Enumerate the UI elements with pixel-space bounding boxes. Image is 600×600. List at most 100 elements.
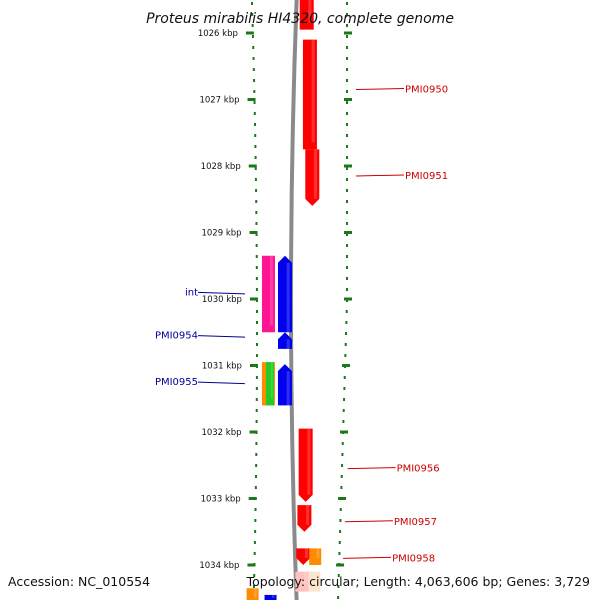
track-guide-dot [255, 288, 258, 291]
gene-leader-line [197, 335, 246, 338]
fwd-kbp-tick-mark [342, 364, 351, 367]
gene-label-text: PMI0950 [405, 85, 448, 96]
PMI0958-feature[interactable] [296, 548, 311, 565]
track-guide-dot [252, 46, 255, 49]
track-guide-dot [340, 475, 343, 478]
peach-fwd-feature-body [308, 571, 321, 592]
track-guide-dot [343, 376, 346, 379]
track-guide-dot [344, 354, 347, 357]
int-region-feature[interactable] [261, 255, 275, 333]
kbp-tick-1026: 1026 kbp [198, 29, 254, 39]
track-guide-dot [255, 464, 258, 467]
track-guide-dot [255, 387, 258, 390]
gene-label-PMI0951[interactable]: PMI0951 [355, 171, 448, 182]
track-guide-dot [346, 255, 348, 258]
kbp-tick-mark [249, 364, 258, 367]
fwd-kbp-tick-mark [336, 563, 345, 567]
PMI0949-feature-body [299, 0, 314, 30]
kbp-tick-1032: 1032 kbp [201, 428, 258, 438]
kbp-tick-mark [247, 563, 256, 567]
kbp-tick-mark [249, 231, 258, 234]
gene-label-text: int [185, 287, 198, 298]
track-guide-dot [254, 486, 257, 489]
gene-label-PMI0957[interactable]: PMI0957 [344, 517, 437, 528]
track-guide-dot [253, 90, 256, 93]
track-guide-dot [337, 585, 340, 588]
orange-rev-feature[interactable] [246, 588, 259, 600]
PMI0951-feature[interactable] [305, 149, 320, 206]
track-guide-dot [253, 79, 256, 82]
gene-label-PMI0955[interactable]: PMI0955 [155, 377, 245, 388]
track-guide-dot [339, 530, 342, 533]
PMI0956-feature-highlight [307, 428, 311, 495]
track-guide-dot [346, 112, 348, 115]
track-guide-dot [346, 244, 348, 247]
track-guide-dot [346, 79, 348, 82]
track-guide-dot [339, 519, 342, 522]
track-guide-dot [252, 585, 255, 588]
green-region-feature[interactable] [265, 362, 274, 406]
blue-rev-feature[interactable] [264, 594, 277, 600]
track-guide-dot [253, 541, 256, 544]
track-guide-dot [254, 167, 257, 170]
fwd-kbp-tick-mark [344, 297, 352, 301]
PMI0955-feature-body [277, 364, 292, 406]
kbp-tick-mark [245, 31, 254, 35]
track-guide-dot [253, 101, 256, 104]
PMI0954-feature[interactable] [277, 332, 292, 349]
orange-fwd-feature-body [309, 548, 322, 565]
kbp-tick-label: 1031 kbp [202, 362, 242, 372]
kbp-tick-label: 1029 kbp [201, 229, 241, 239]
gene-label-text: PMI0954 [155, 331, 198, 342]
track-guide-dot [254, 134, 257, 137]
track-guide-dot [346, 134, 348, 137]
gene-label-int[interactable]: int [185, 287, 245, 298]
PMI0957-feature[interactable] [297, 505, 312, 532]
track-guide-dot [346, 266, 348, 269]
PMI0957-feature-highlight [306, 505, 310, 525]
feature-track [246, 0, 322, 600]
kbp-tick-label: 1034 kbp [199, 561, 239, 571]
fwd-kbp-tick-mark [338, 497, 347, 500]
green-region-feature-body [265, 362, 274, 406]
PMI0958-feature-highlight [304, 548, 308, 558]
track-guide-dot [255, 277, 258, 280]
track-guide-dot [346, 277, 348, 280]
orange-fwd-feature[interactable] [309, 548, 322, 565]
kbp-tick-1028: 1028 kbp [201, 162, 257, 172]
orange-fwd-feature-highlight [316, 548, 320, 558]
gene-label-PMI0958[interactable]: PMI0958 [343, 553, 435, 564]
track-guide-dot [254, 508, 257, 511]
track-guide-dot [337, 574, 340, 577]
PMI0950-feature[interactable] [302, 39, 317, 150]
int-feature-body [277, 255, 292, 333]
PMI0956-feature[interactable] [298, 428, 313, 502]
kbp-tick-mark [249, 430, 258, 434]
gene-label-PMI0956[interactable]: PMI0956 [347, 464, 440, 475]
track-guide-dot [255, 266, 258, 269]
track-guide-dot [340, 486, 343, 489]
kbp-tick-1027: 1027 kbp [199, 96, 256, 106]
track-guide-dot [253, 552, 256, 555]
track-guide-dot [346, 156, 348, 159]
track-guide-dot [255, 321, 258, 324]
fwd-kbp-tick-mark [344, 98, 352, 101]
peach-fwd-feature[interactable] [308, 571, 321, 592]
track-guide-dot [346, 68, 348, 71]
pink-fwd-feature[interactable] [295, 571, 310, 592]
int-region-feature-body [261, 255, 275, 333]
PMI0949-feature[interactable] [299, 0, 314, 30]
gene-label-PMI0954[interactable]: PMI0954 [155, 331, 246, 342]
track-guide-dot [341, 453, 344, 456]
int-feature[interactable] [277, 255, 292, 333]
int-feature-highlight [286, 262, 290, 333]
PMI0955-feature[interactable] [277, 364, 292, 406]
track-guide-dot [252, 57, 255, 60]
track-guide-dot [345, 310, 348, 313]
gene-leader-line [197, 291, 245, 295]
track-guide-dot [255, 310, 258, 313]
track-guide-dot [346, 46, 348, 49]
gene-label-text: PMI0951 [405, 171, 448, 182]
gene-label-PMI0950[interactable]: PMI0950 [355, 85, 448, 96]
kbp-tick-1029: 1029 kbp [201, 229, 258, 239]
